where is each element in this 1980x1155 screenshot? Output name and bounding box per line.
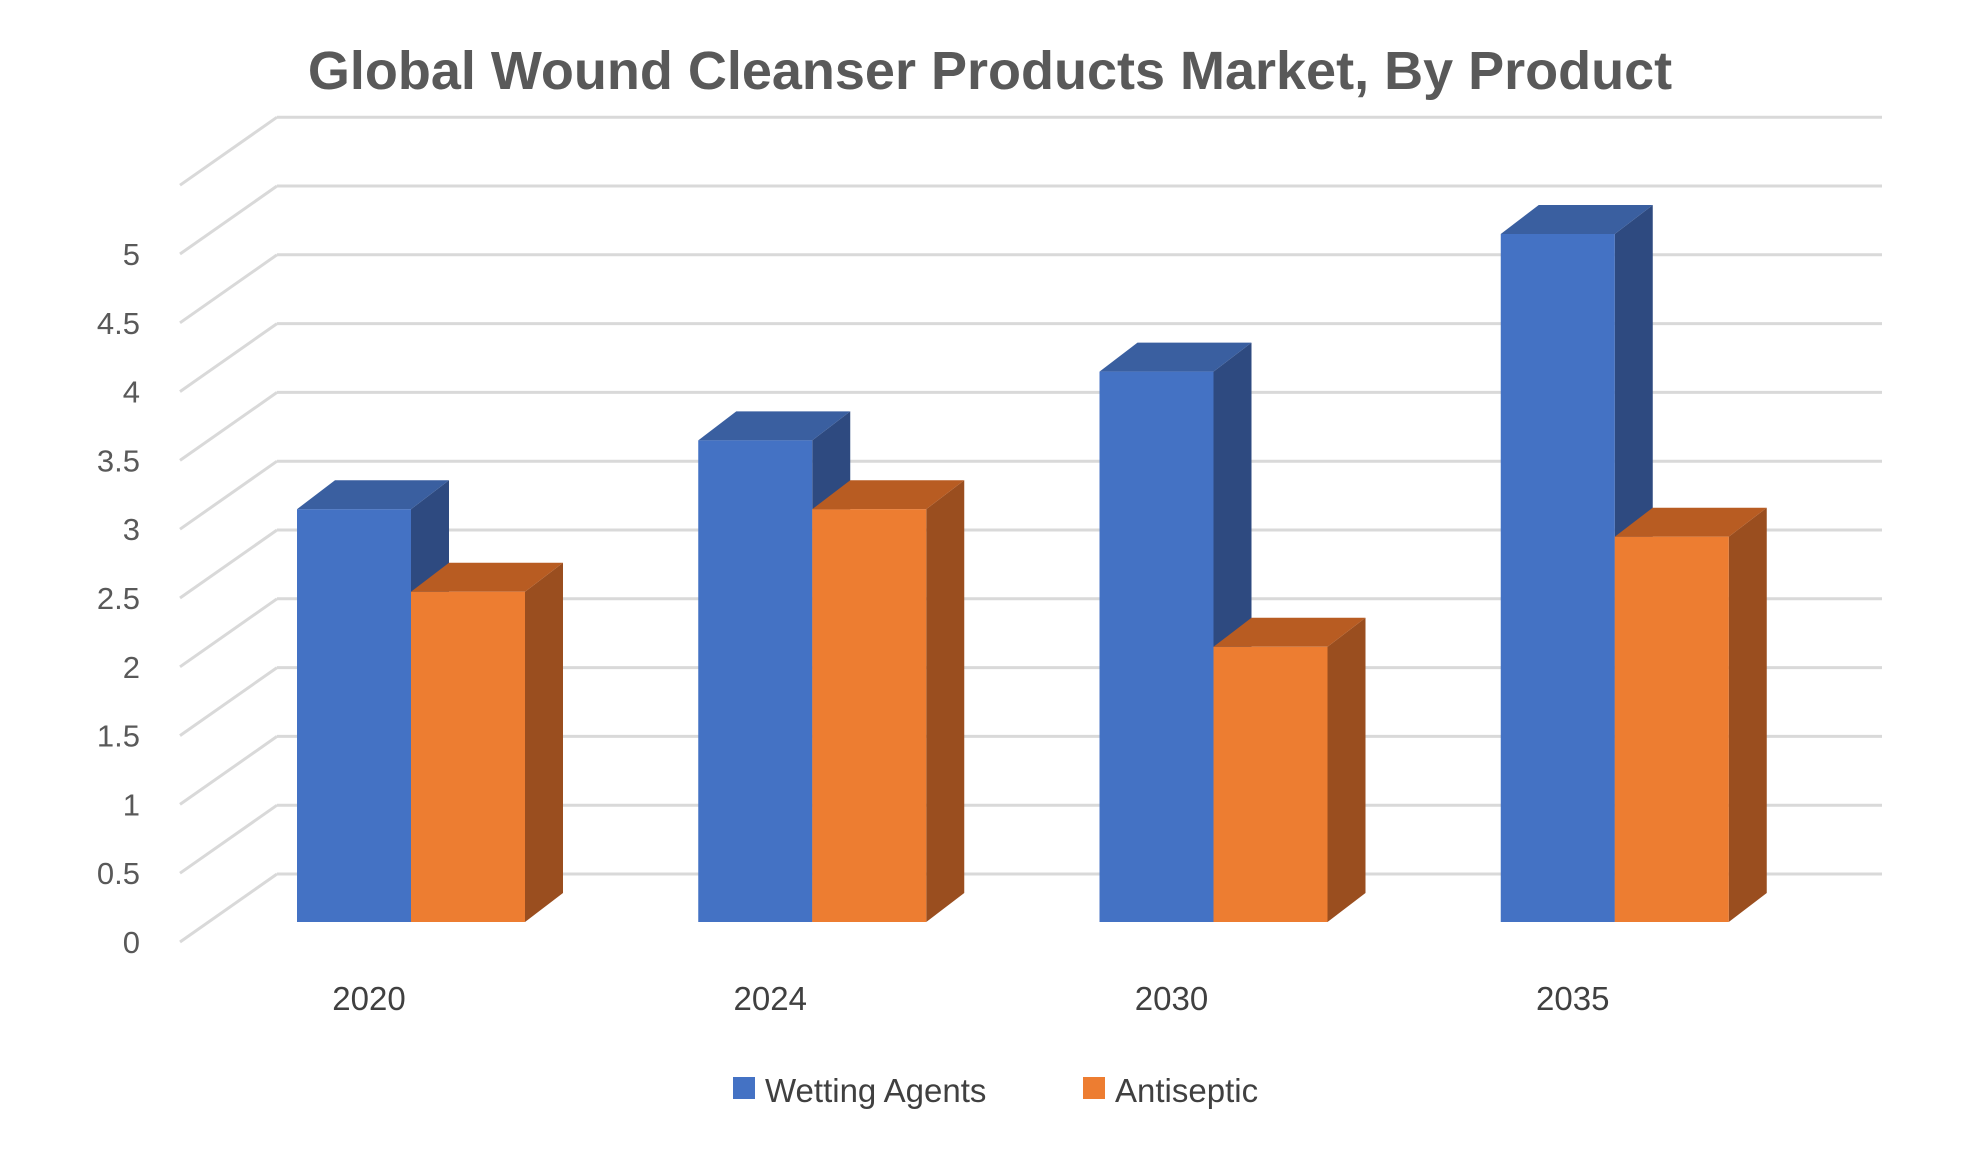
bar <box>1213 646 1328 922</box>
bar-top <box>1614 507 1767 537</box>
gridline-side <box>179 322 278 393</box>
bar <box>812 509 927 922</box>
y-tick-label: 3 <box>123 512 140 547</box>
gridline-side <box>179 391 278 462</box>
bar <box>297 509 411 922</box>
bar <box>1099 371 1214 923</box>
bar <box>1500 234 1615 922</box>
x-tick-label: 2035 <box>1536 980 1609 1017</box>
bar-side <box>525 562 563 922</box>
y-tick-label: 2 <box>123 650 140 685</box>
legend-swatch <box>1083 1077 1105 1099</box>
gridline-side <box>179 803 278 875</box>
gridline-side <box>179 184 278 256</box>
x-tick-label: 2024 <box>734 980 807 1017</box>
bar-top <box>812 480 965 510</box>
chart-title: Global Wound Cleanser Products Market, B… <box>307 41 1673 101</box>
bar-side <box>1728 507 1767 922</box>
bar-top <box>1213 617 1366 647</box>
bar-side <box>1327 617 1366 922</box>
legend-label: Antiseptic <box>1115 1072 1258 1109</box>
bar-top <box>1099 342 1252 372</box>
bar <box>698 440 813 922</box>
legend-swatch <box>733 1077 755 1099</box>
gridline-side <box>179 253 278 325</box>
x-tick-label: 2030 <box>1135 980 1208 1017</box>
bar-top <box>411 562 563 592</box>
bar-top <box>1500 205 1653 234</box>
gridline-side <box>179 735 278 806</box>
bar-side <box>926 480 965 922</box>
y-tick-label: 5 <box>123 237 140 272</box>
bar-top <box>698 411 851 441</box>
y-tick-label: 2.5 <box>97 581 140 616</box>
y-tick-label: 0 <box>123 925 140 960</box>
y-tick-label: 4 <box>123 375 140 410</box>
y-tick-label: 4.5 <box>97 306 140 341</box>
y-tick-label: 1 <box>123 787 140 822</box>
bar <box>1614 536 1729 922</box>
bar-top <box>297 480 449 510</box>
y-tick-label: 3.5 <box>97 443 140 478</box>
gridline-side <box>179 459 278 531</box>
gridline-side <box>179 115 278 187</box>
x-tick-label: 2020 <box>332 980 405 1017</box>
gridline-side <box>179 666 278 737</box>
gridline-side <box>179 872 278 944</box>
gridline-side <box>179 528 278 600</box>
y-tick-label: 0.5 <box>97 856 140 891</box>
legend-label: Wetting Agents <box>765 1072 986 1109</box>
gridline-side <box>179 597 278 669</box>
bar <box>411 591 525 922</box>
y-tick-label: 1.5 <box>97 719 140 754</box>
